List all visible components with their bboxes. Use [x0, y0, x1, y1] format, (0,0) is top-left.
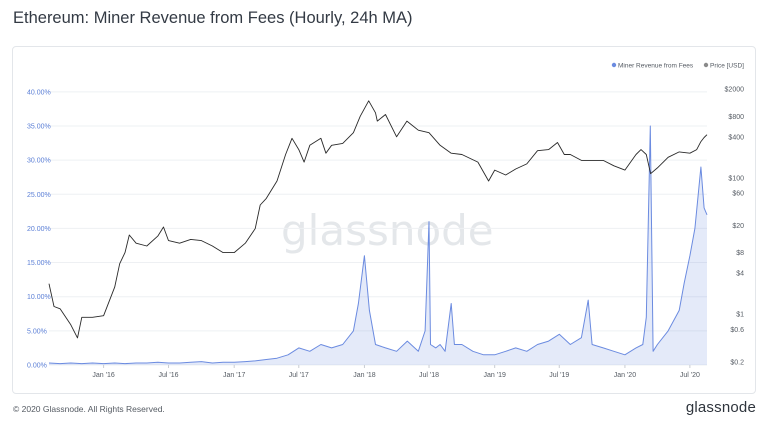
- chart-watermark: glassnode: [281, 206, 494, 255]
- left-tick-label: 10.00%: [27, 294, 51, 301]
- x-tick-label: Jul '20: [680, 372, 700, 379]
- right-tick-label: $100: [728, 175, 744, 182]
- right-axis: $0.2 $0.6 $1 $4 $8 $20 $60 $100 $400 $800 $2000: [725, 87, 745, 367]
- left-tick-label: 20.00%: [27, 226, 51, 233]
- x-tick-label: Jul '16: [159, 372, 179, 379]
- x-tick-label: Jan '19: [484, 372, 506, 379]
- x-tick-label: Jan '16: [92, 372, 114, 379]
- fees-series: [48, 125, 708, 365]
- left-axis: 0.00% 5.00% 10.00% 15.00% 20.00% 25.00% 30.00%…: [27, 89, 51, 369]
- x-axis: Jan '16 Jul '16 Jan '17 Jul '17 Jan '18 Jul '…: [92, 365, 700, 379]
- right-tick-label: $0.2: [730, 359, 744, 366]
- right-tick-label: $8: [736, 250, 744, 257]
- price-line: [48, 100, 708, 339]
- x-tick-label: Jan '18: [353, 372, 375, 379]
- left-tick-label: 30.00%: [27, 158, 51, 165]
- right-tick-label: $400: [728, 134, 744, 141]
- copyright-text: © 2020 Glassnode. All Rights Reserved.: [13, 404, 165, 414]
- legend-swatch-fees: [611, 62, 617, 68]
- right-tick-label: $2000: [725, 87, 745, 94]
- right-tick-label: $800: [728, 114, 744, 121]
- price-series: [48, 100, 708, 339]
- fees-line: [48, 125, 708, 365]
- right-tick-label: $0.6: [730, 327, 744, 334]
- left-tick-label: 5.00%: [27, 328, 47, 335]
- legend-label-price: Price [USD]: [710, 62, 744, 69]
- left-tick-label: 35.00%: [27, 123, 51, 130]
- right-tick-label: $4: [736, 271, 744, 278]
- glassnode-logo: glassnode: [685, 399, 756, 416]
- right-tick-label: $20: [732, 223, 744, 230]
- chart-panel: glassnode 0.00% 5.00% 10.00% 15.00% 20.00% 25…: [12, 46, 756, 394]
- x-tick-label: Jul '19: [549, 372, 569, 379]
- chart-grid: [49, 91, 707, 366]
- x-tick-label: Jul '18: [419, 372, 439, 379]
- x-tick-label: Jul '17: [289, 372, 309, 379]
- right-tick-label: $1: [736, 312, 744, 319]
- left-tick-label: 40.00%: [27, 89, 51, 96]
- x-tick-label: Jan '17: [223, 372, 245, 379]
- x-tick-label: Jan '20: [614, 372, 636, 379]
- chart-legend: Miner Revenue from Fees Price [USD]: [611, 62, 744, 69]
- legend-label-fees: Miner Revenue from Fees: [618, 62, 694, 69]
- left-tick-label: 25.00%: [27, 192, 51, 199]
- left-tick-label: 15.00%: [27, 260, 51, 267]
- chart-svg: glassnode 0.00% 5.00% 10.00% 15.00% 20.00% 25…: [27, 62, 745, 379]
- legend-swatch-price: [703, 62, 709, 68]
- right-tick-label: $60: [732, 190, 744, 197]
- left-tick-label: 0.00%: [27, 363, 47, 370]
- page-title: Ethereum: Miner Revenue from Fees (Hourl…: [13, 9, 413, 27]
